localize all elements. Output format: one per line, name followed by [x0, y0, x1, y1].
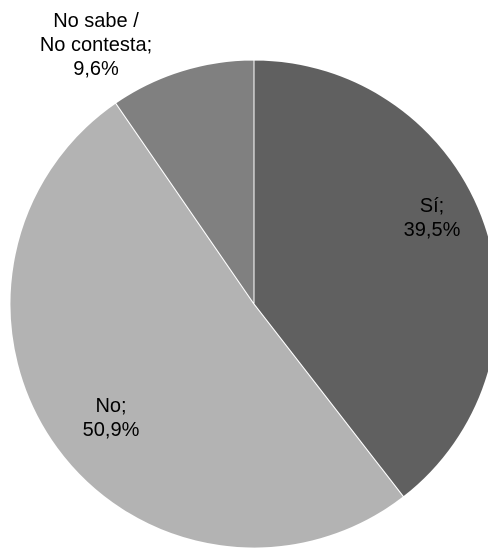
- pie-slice-label-line: No sabe /: [53, 10, 139, 32]
- pie-slice-label-line: No;: [95, 395, 126, 417]
- pie-slice-label-line: 50,9%: [83, 419, 140, 441]
- pie-slice-label-1: No; 50,9%: [83, 395, 140, 441]
- pie-slices: [9, 59, 488, 549]
- pie-slice-label-line: 39,5%: [404, 219, 461, 241]
- pie-slice-label-line: 9,6%: [73, 58, 119, 80]
- pie-labels: Sí; 39,5% No; 50,9% No sabe / No contesta; 9,6…: [40, 10, 461, 441]
- pie-slice-1: [9, 102, 405, 549]
- pie-slice-2: [114, 59, 255, 306]
- pie-slice-label-2: No sabe / No contesta; 9,6%: [40, 10, 152, 80]
- pie-slice-label-0: Sí; 39,5%: [404, 195, 461, 241]
- pie-slice-0: [253, 59, 488, 498]
- pie-slice-label-line: No contesta;: [40, 34, 152, 56]
- pie-slice-label-line: Sí;: [420, 195, 444, 217]
